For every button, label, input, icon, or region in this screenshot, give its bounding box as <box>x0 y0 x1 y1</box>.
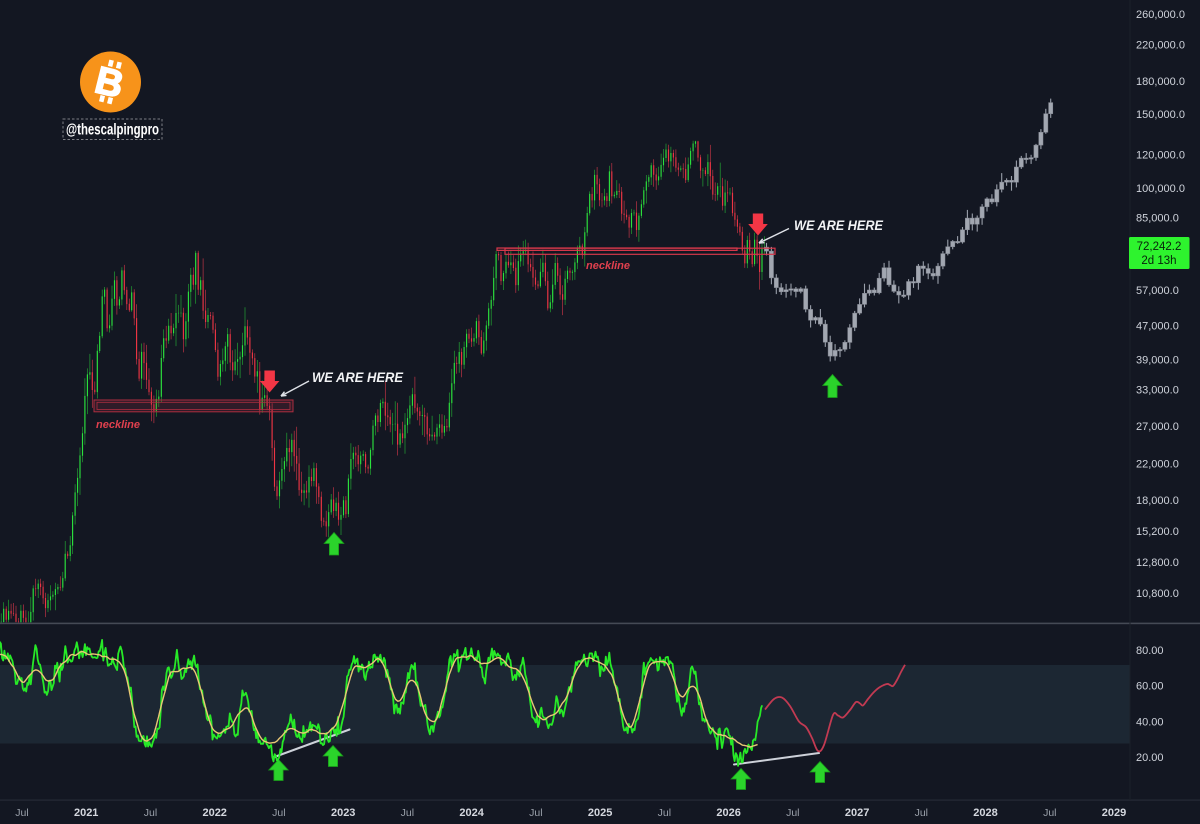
svg-text:2026: 2026 <box>716 807 740 819</box>
svg-text:57,000.0: 57,000.0 <box>1136 285 1179 297</box>
svg-text:Jul: Jul <box>786 807 799 819</box>
svg-text:220,000.0: 220,000.0 <box>1136 39 1185 51</box>
svg-text:neckline: neckline <box>586 260 630 272</box>
svg-text:100,000.0: 100,000.0 <box>1136 183 1185 195</box>
svg-text:Jul: Jul <box>529 807 542 819</box>
svg-text:85,000.0: 85,000.0 <box>1136 213 1179 225</box>
svg-text:2021: 2021 <box>74 807 98 819</box>
svg-text:12,800.0: 12,800.0 <box>1136 557 1179 569</box>
svg-text:180,000.0: 180,000.0 <box>1136 76 1185 88</box>
svg-text:40.00: 40.00 <box>1136 716 1164 728</box>
svg-text:2029: 2029 <box>1102 807 1126 819</box>
svg-text:2024: 2024 <box>459 807 484 819</box>
svg-text:2025: 2025 <box>588 807 612 819</box>
svg-text:WE ARE HERE: WE ARE HERE <box>794 218 884 233</box>
svg-text:Jul: Jul <box>1043 807 1056 819</box>
svg-text:18,000.0: 18,000.0 <box>1136 495 1179 507</box>
svg-text:Jul: Jul <box>272 807 285 819</box>
svg-text:72,242.2: 72,242.2 <box>1137 241 1182 253</box>
svg-text:WE ARE HERE: WE ARE HERE <box>312 370 404 385</box>
svg-text:2028: 2028 <box>973 807 997 819</box>
svg-text:20.00: 20.00 <box>1136 752 1164 764</box>
svg-text:260,000.0: 260,000.0 <box>1136 9 1185 21</box>
svg-text:Jul: Jul <box>15 807 28 819</box>
svg-text:2027: 2027 <box>845 807 869 819</box>
svg-text:60.00: 60.00 <box>1136 681 1164 693</box>
svg-text:27,000.0: 27,000.0 <box>1136 421 1179 433</box>
svg-text:15,200.0: 15,200.0 <box>1136 526 1179 538</box>
svg-text:2023: 2023 <box>331 807 355 819</box>
svg-text:2d 13h: 2d 13h <box>1141 255 1176 267</box>
svg-text:Jul: Jul <box>144 807 157 819</box>
svg-text:@thescalpingpro: @thescalpingpro <box>66 122 159 139</box>
svg-text:10,800.0: 10,800.0 <box>1136 588 1179 600</box>
svg-text:80.00: 80.00 <box>1136 645 1164 657</box>
svg-text:Jul: Jul <box>658 807 671 819</box>
svg-text:Jul: Jul <box>401 807 414 819</box>
svg-text:33,000.0: 33,000.0 <box>1136 385 1179 397</box>
svg-text:39,000.0: 39,000.0 <box>1136 354 1179 366</box>
svg-text:neckline: neckline <box>96 419 140 431</box>
svg-text:2022: 2022 <box>202 807 226 819</box>
svg-text:Jul: Jul <box>915 807 928 819</box>
svg-text:22,000.0: 22,000.0 <box>1136 459 1179 471</box>
svg-text:150,000.0: 150,000.0 <box>1136 109 1185 121</box>
svg-text:47,000.0: 47,000.0 <box>1136 320 1179 332</box>
svg-text:120,000.0: 120,000.0 <box>1136 150 1185 162</box>
